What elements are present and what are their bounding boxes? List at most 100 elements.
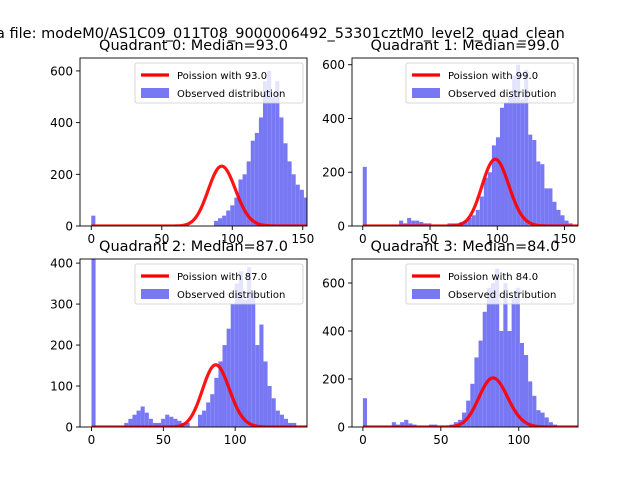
- histogram-bar: [213, 220, 219, 226]
- y-tick-label: 100: [50, 380, 73, 394]
- subplot-quadrant-3: Quadrant 3: Median=84.0 0 50 100 0 200 400 600 P…: [322, 239, 579, 447]
- y-tick-label: 200: [50, 339, 73, 353]
- histogram-bar: [482, 311, 487, 427]
- histogram-bar: [532, 139, 537, 226]
- histogram-bar: [411, 220, 416, 226]
- histogram-bar: [136, 410, 141, 427]
- histogram-bar: [267, 386, 272, 427]
- histogram-bar: [267, 70, 272, 226]
- histogram-bar: [532, 395, 537, 427]
- y-tick-label: 600: [322, 58, 345, 72]
- histogram-bar: [271, 398, 276, 427]
- histogram-bar: [362, 166, 367, 226]
- histogram-bar: [246, 161, 251, 226]
- histogram-bar: [536, 161, 541, 226]
- histogram-bar: [475, 209, 480, 226]
- histogram-bar: [528, 381, 533, 427]
- x-tick-label: 50: [422, 232, 437, 246]
- y-tick-label: 600: [322, 277, 345, 291]
- x-tick-label: 100: [224, 433, 247, 447]
- histogram-bar: [173, 418, 178, 427]
- subplot-title: Quadrant 1: Median=99.0: [371, 38, 560, 54]
- histogram-bar: [399, 220, 404, 226]
- histogram-bar: [287, 161, 292, 226]
- legend-bar-swatch: [141, 289, 169, 299]
- histogram-bar: [226, 210, 231, 226]
- histogram-bar: [144, 412, 149, 427]
- histogram-bar: [508, 96, 513, 226]
- histogram-bar: [324, 223, 328, 226]
- histogram-bar: [140, 406, 145, 427]
- legend-box: [134, 263, 304, 305]
- histogram-bar: [197, 414, 203, 427]
- histogram-bar: [206, 402, 211, 427]
- histogram-bar: [230, 205, 235, 226]
- histogram-bar: [288, 422, 293, 427]
- x-tick-label: 100: [486, 232, 509, 246]
- x-tick-label: 0: [88, 433, 96, 447]
- histogram-bar: [320, 221, 324, 226]
- histogram-bar: [275, 81, 280, 226]
- histogram-bar: [548, 422, 553, 427]
- legend: Poission with 93.0 Observed distribution: [134, 62, 304, 104]
- histogram-bar: [254, 132, 259, 226]
- histogram-bar: [548, 188, 553, 226]
- histogram-bar: [504, 102, 509, 226]
- histogram-bar: [515, 287, 520, 427]
- legend-bar-swatch: [412, 289, 440, 299]
- histogram-bar: [226, 328, 231, 427]
- histogram-bar: [222, 215, 227, 226]
- histogram-bar: [185, 422, 190, 427]
- histogram-bar: [333, 225, 337, 226]
- histogram-bar: [512, 75, 517, 226]
- histogram-bar: [214, 377, 219, 427]
- histogram-bar: [499, 331, 504, 427]
- histogram-bar: [564, 220, 569, 226]
- legend-box: [405, 263, 575, 305]
- histogram-bar: [165, 414, 170, 427]
- histogram-bar: [519, 343, 524, 427]
- subplot-title: Quadrant 2: Median=87.0: [99, 239, 288, 255]
- histogram-bar: [495, 268, 500, 427]
- subplot-quadrant-0: Quadrant 0: Median=93.0 0 50 100 150 0 200 400 6…: [50, 38, 337, 246]
- y-tick-label: 400: [322, 325, 345, 339]
- histogram-bar: [263, 361, 268, 427]
- histogram-bar: [544, 417, 549, 427]
- x-tick-label: 50: [433, 433, 448, 447]
- histogram-bar: [479, 196, 484, 226]
- legend-label-poisson: Poission with 93.0: [177, 71, 267, 82]
- legend-label-observed: Observed distribution: [448, 89, 556, 100]
- histogram-bar: [157, 422, 162, 427]
- histogram-bar: [486, 287, 491, 427]
- histogram-bar: [258, 117, 264, 226]
- histogram-bar: [279, 414, 284, 427]
- histogram-bar: [124, 422, 129, 427]
- y-tick-label: 0: [65, 421, 73, 435]
- y-tick-label: 0: [337, 220, 345, 234]
- histogram-bar: [91, 259, 96, 427]
- legend-label-observed: Observed distribution: [448, 290, 556, 301]
- x-tick-label: 100: [221, 232, 244, 246]
- histogram-bar: [238, 271, 243, 427]
- histogram-bar: [556, 209, 561, 226]
- histogram-bar: [391, 422, 396, 427]
- histogram-bar: [328, 223, 332, 226]
- x-tick-label: 0: [359, 232, 367, 246]
- histogram-bar: [503, 283, 508, 427]
- plot-area: [91, 259, 307, 427]
- subplot-quadrant-2: Quadrant 2: Median=87.0 0 50 100 0 100 200 300 4…: [50, 239, 308, 447]
- y-tick-label: 600: [50, 64, 73, 78]
- histogram-bar: [528, 134, 533, 226]
- histogram-bar: [242, 299, 248, 427]
- subplot-title: Quadrant 3: Median=84.0: [371, 239, 560, 255]
- y-tick-label: 300: [50, 298, 73, 312]
- legend: Poission with 84.0 Observed distribution: [405, 263, 575, 305]
- histogram-bar: [218, 218, 223, 226]
- histogram-bar: [148, 418, 153, 427]
- legend-box: [134, 62, 304, 104]
- subplot-quadrant-1: Quadrant 1: Median=99.0 0 50 100 150 0 200 400 6…: [322, 38, 579, 246]
- histogram-bar: [234, 197, 239, 226]
- y-tick-label: 400: [322, 112, 345, 126]
- histogram-bar: [283, 143, 288, 226]
